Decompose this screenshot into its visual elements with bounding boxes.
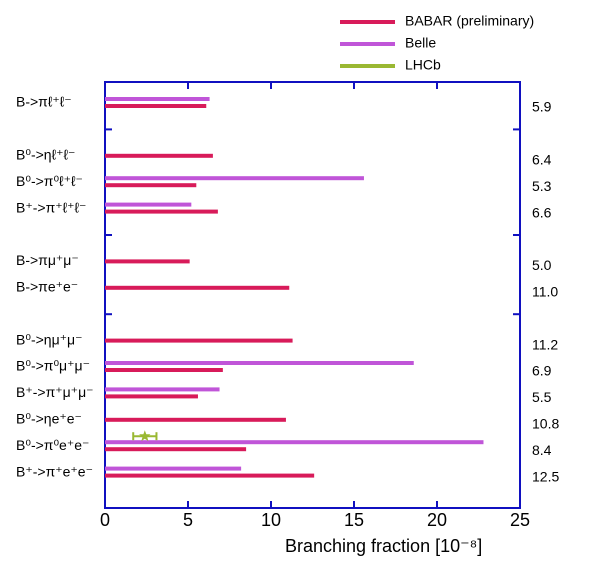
bar: [105, 387, 220, 392]
x-tick-label: 5: [183, 510, 193, 530]
y-tick-label: B⁰->π⁰μ⁺μ⁻: [16, 358, 90, 374]
y-tick-label: B->πe⁺e⁻: [16, 279, 78, 295]
bar: [105, 183, 197, 188]
right-label: 5.3: [532, 178, 552, 194]
right-label: 5.5: [532, 389, 552, 405]
x-tick-label: 25: [510, 510, 530, 530]
right-label: 6.4: [532, 152, 552, 168]
right-label: 5.9: [532, 99, 552, 115]
x-tick-label: 20: [427, 510, 447, 530]
bar: [105, 338, 293, 343]
y-tick-label: B->πμ⁺μ⁻: [16, 252, 79, 268]
x-tick-label: 15: [344, 510, 364, 530]
legend-label: Belle: [405, 35, 436, 51]
bar: [105, 417, 286, 422]
right-label: 10.8: [532, 416, 559, 432]
y-tick-label: B⁺->π⁺ℓ⁺ℓ⁻: [16, 199, 86, 215]
bar: [105, 209, 218, 214]
right-label: 5.0: [532, 257, 552, 273]
bar: [105, 176, 364, 181]
bar: [105, 202, 192, 207]
data-point: [139, 430, 151, 442]
y-tick-label: B⁰->ηℓ⁺ℓ⁻: [16, 147, 75, 163]
bar: [105, 368, 223, 372]
right-label: 6.6: [532, 204, 552, 220]
legend-label: BABAR (preliminary): [405, 13, 534, 29]
y-tick-label: B⁰->π⁰e⁺e⁻: [16, 437, 89, 453]
bar: [105, 447, 247, 452]
right-label: 11.0: [532, 284, 558, 300]
right-label: 11.2: [532, 336, 558, 352]
bar: [105, 153, 213, 158]
y-tick-label: B->πℓ⁺ℓ⁻: [16, 94, 72, 110]
legend-label: LHCb: [405, 57, 441, 73]
plot-frame: [104, 81, 521, 509]
bar: [105, 259, 190, 264]
y-tick-label: B⁺->π⁺μ⁺μ⁻: [16, 384, 94, 400]
y-tick-label: B⁰->ημ⁺μ⁻: [16, 331, 83, 347]
bar: [105, 440, 484, 445]
x-axis-label: Branching fraction [10⁻⁸]: [285, 536, 482, 556]
bar: [105, 104, 207, 108]
x-tick-label: 0: [100, 510, 110, 530]
x-tick-label: 10: [261, 510, 281, 530]
right-label: 6.9: [532, 363, 552, 379]
right-label: 8.4: [532, 442, 552, 458]
bar: [105, 361, 414, 365]
bar: [105, 97, 210, 101]
bar: [105, 466, 242, 471]
y-tick-label: B⁰->π⁰ℓ⁺ℓ⁻: [16, 173, 83, 189]
bar: [105, 473, 315, 478]
bar: [105, 394, 198, 399]
y-tick-label: B⁰->ηe⁺e⁻: [16, 411, 82, 427]
y-tick-label: B⁺->π⁺e⁺e⁻: [16, 463, 93, 479]
bar: [105, 285, 290, 290]
right-label: 12.5: [532, 468, 559, 484]
